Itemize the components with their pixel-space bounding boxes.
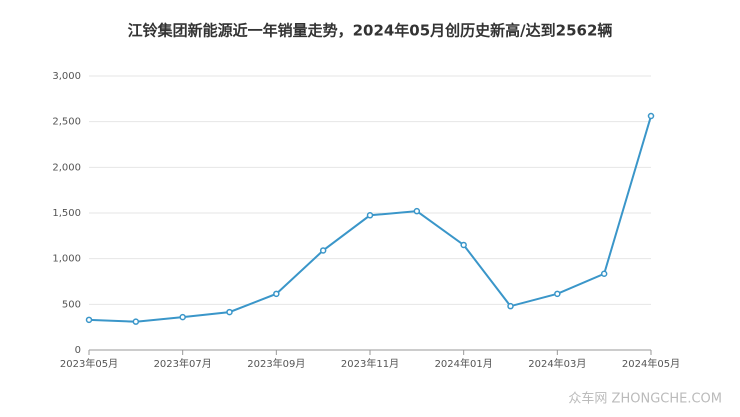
point [132,318,140,325]
line [88,115,652,323]
watermark: 众车网 ZHONGCHE.COM [568,391,722,407]
y-tick-label: 2,500 [52,117,81,128]
point [600,270,608,277]
point [647,112,655,120]
point [507,302,514,310]
y-tick-label: 2,000 [52,162,81,173]
y-tick-label: 0 [75,345,81,356]
x-tick-label: 2024年01月 [435,357,493,370]
x-tick-label: 2023年05月 [60,357,118,370]
y-tick-label: 1,500 [52,208,81,219]
point [273,290,280,298]
chart-title: 江铃集团新能源近一年销量走势，2024年05月创历史新高/达到2562辆 [128,22,613,40]
point [413,207,421,215]
y-tick-label: 1,000 [52,254,81,265]
point [226,308,233,316]
x-tick-label: 2023年09月 [247,357,305,370]
y-tick-label: 3,000 [52,71,81,82]
point [319,247,327,254]
point [366,212,374,219]
x-tick-label: 2023年07月 [154,357,212,370]
y-tick-label: 500 [62,299,81,310]
x-tick-label: 2023年11月 [341,357,399,370]
point [179,313,186,321]
x-tick-label: 2024年05月 [622,357,680,370]
point [85,316,93,324]
point [554,290,561,298]
point [460,241,467,249]
x-tick-label: 2024年03月 [528,357,586,370]
